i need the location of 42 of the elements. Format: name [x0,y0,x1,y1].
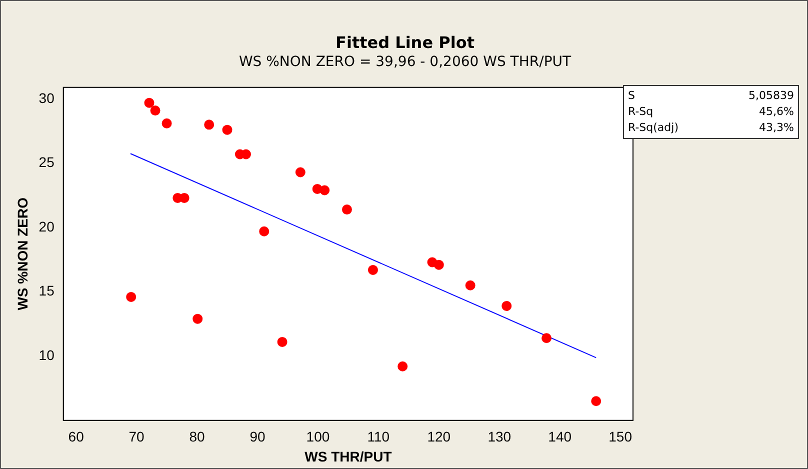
point [162,118,172,128]
x-axis-title: WS THR/PUT [304,448,392,464]
point [434,260,444,270]
y-tick-label: 10 [38,346,55,363]
point [320,185,330,196]
point [259,226,270,236]
point [204,120,214,130]
x-tick-label: 100 [306,428,330,445]
point [398,361,408,372]
chart-subtitle: WS %NON ZERO = 39,96 - 0,2060 WS THR/PUT [238,54,572,70]
point [342,204,352,215]
point [542,333,552,344]
y-tick-label: 15 [38,282,55,299]
point [277,336,288,347]
x-tick-label: 80 [189,428,206,445]
text: S 5,05839 [628,89,794,102]
x-tick-label: 90 [250,428,266,445]
point [465,280,476,290]
x-tick-label: 120 [427,428,451,445]
x-tick-label: 110 [367,428,390,445]
point [126,292,136,302]
text: R-Sq 45,6% [628,105,794,118]
point [222,124,232,135]
x-tick-label: 130 [488,428,512,445]
y-tick-label: 20 [38,218,55,234]
text: R-Sq(adj) 43,3% [628,121,794,134]
point [295,167,306,178]
x-tick-label: 140 [548,428,572,445]
y-tick-label: 25 [38,154,55,170]
point [150,106,160,116]
point [368,264,378,275]
x-tick-label: 60 [68,428,84,445]
point [144,98,154,108]
point [179,192,190,203]
y-axis-title: WS %NON ZERO [14,197,30,310]
point [502,300,512,311]
chart-title: Fitted Line Plot [334,33,476,52]
point [591,396,602,406]
point [192,314,203,324]
x-tick-label: 150 [608,428,632,445]
x-tick-label: 70 [128,428,145,445]
y-tick-label: 30 [38,90,55,106]
